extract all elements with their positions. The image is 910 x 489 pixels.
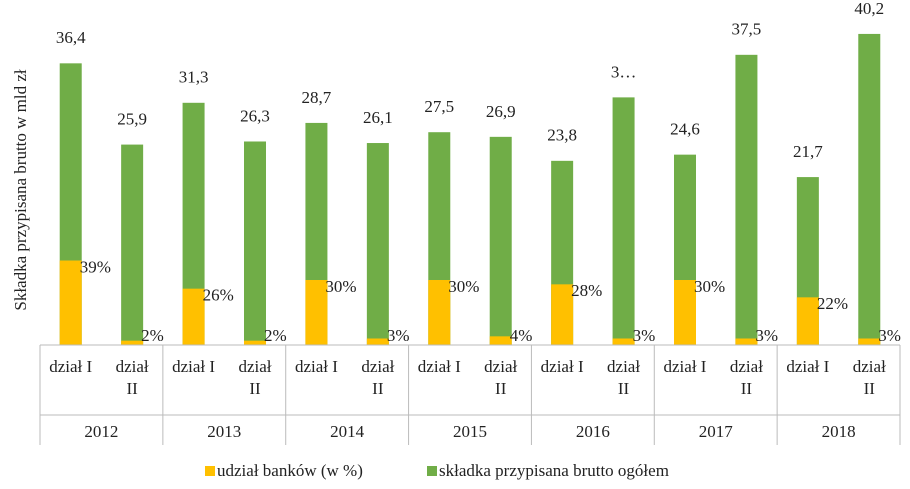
x-tick-label: dział I [294,357,338,376]
x-tick-label: dział I [663,357,707,376]
group-label: 2014 [330,422,365,441]
group-label: 2018 [822,422,856,441]
bar [735,54,758,345]
x-tick-label: dział I [417,357,461,376]
data-label: 27,5 [424,97,454,116]
x-tick-label: dział II [238,357,272,398]
data-label: 22% [817,294,848,313]
group-label: 2017 [699,422,734,441]
bar [612,338,635,345]
legend-label: udział banków (w %) [217,461,363,480]
group-label: 2016 [576,422,610,441]
data-label: 26,1 [363,108,393,127]
x-tick-label: dział I [49,357,93,376]
x-tick-label: dział II [361,357,395,398]
data-label: 3% [755,326,778,345]
data-label: 26,9 [486,102,516,121]
bar [674,280,696,345]
bar [366,143,389,345]
data-label: 26,3 [240,106,270,125]
bar [182,102,205,345]
bar [489,336,512,345]
data-label: 37,5 [732,20,762,39]
bar [244,340,266,345]
bar [428,280,451,345]
group-label: 2015 [453,422,487,441]
data-label: 3% [633,326,656,345]
data-label: 3% [387,326,410,345]
data-label: 3… [611,62,637,81]
legend-label: składka przypisana brutto ogółem [439,461,669,480]
legend-swatch [205,466,215,476]
bar [366,338,389,345]
bar [121,144,144,345]
data-label: 2% [141,326,164,345]
legend-swatch [427,466,437,476]
data-label: 40,2 [854,0,884,18]
bar [305,280,328,345]
group-label: 2012 [84,422,118,441]
x-tick-label: dział I [172,357,216,376]
x-tick-label: dział I [540,357,584,376]
data-label: 25,9 [117,109,147,128]
bar [182,288,205,345]
bar [735,338,758,345]
data-label: 3% [878,326,901,345]
bar [551,284,574,345]
x-tick-label: dział II [852,357,886,398]
data-label: 28% [571,281,602,300]
data-label: 36,4 [56,28,86,47]
x-tick-label: dział II [484,357,518,398]
data-label: 26% [203,286,234,305]
bar [612,97,635,345]
data-label: 4% [510,326,533,345]
y-axis-label: Składka przypisana brutto w mld zł [11,69,30,311]
group-label: 2013 [207,422,241,441]
data-label: 30% [448,277,479,296]
x-tick-label: dział II [115,357,149,398]
data-label: 24,6 [670,120,700,139]
data-label: 39% [80,257,111,276]
data-label: 2% [264,326,287,345]
bar [489,136,512,345]
data-label: 23,8 [547,126,577,145]
data-label: 21,7 [793,142,823,161]
bar [858,338,881,345]
data-label: 30% [694,277,725,296]
bar [244,141,266,345]
bar [858,33,881,346]
x-tick-label: dział II [607,357,641,398]
bar [121,340,144,345]
bar [59,260,82,345]
data-label: 28,7 [302,88,332,107]
x-tick-label: dział II [729,357,763,398]
x-tick-label: dział I [786,357,830,376]
data-label: 31,3 [179,68,209,87]
bar [796,297,819,345]
data-label: 30% [325,277,356,296]
